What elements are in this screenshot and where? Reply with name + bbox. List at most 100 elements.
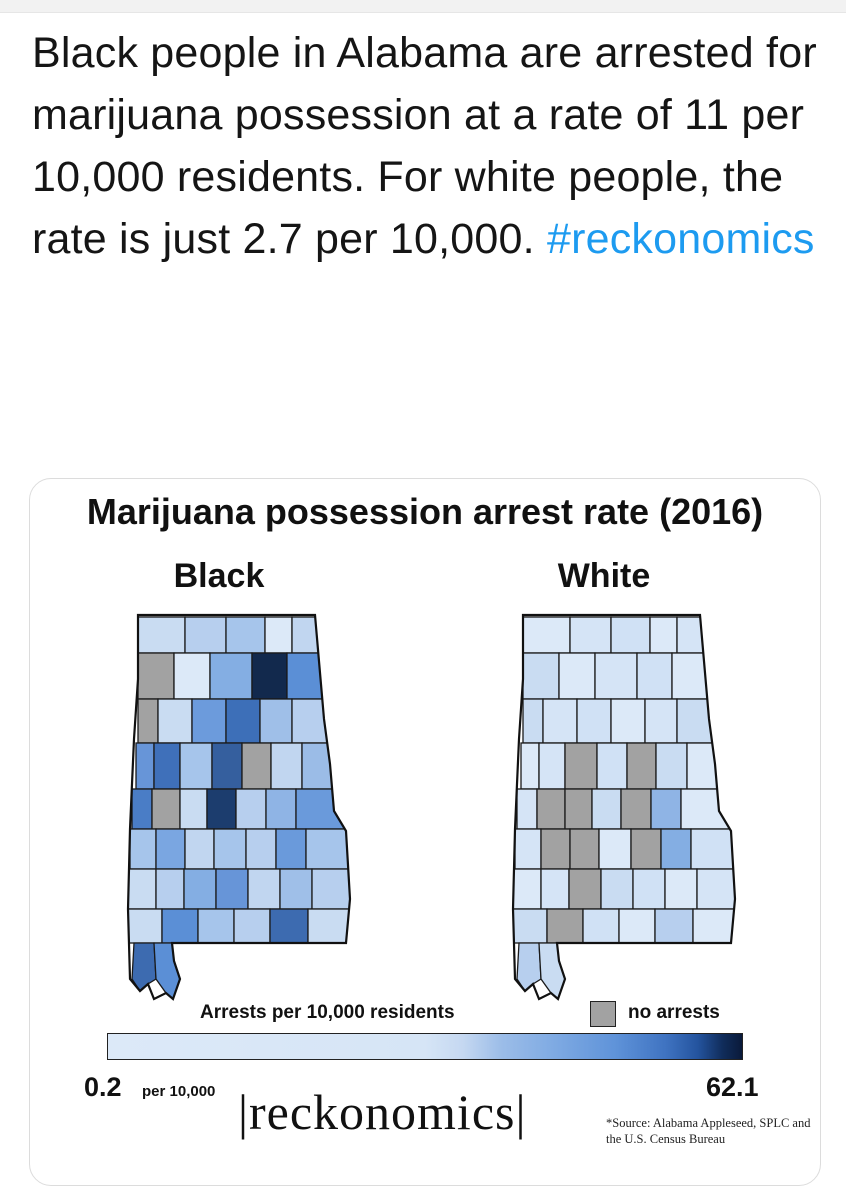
black-county	[179, 788, 208, 830]
black-counties	[128, 616, 350, 999]
white-county	[568, 868, 602, 910]
black-county	[211, 742, 243, 790]
white-county	[649, 616, 678, 654]
black-county	[247, 868, 281, 910]
white-county	[542, 698, 578, 744]
black-county	[213, 828, 247, 870]
black-county	[269, 908, 309, 944]
black-county	[179, 742, 213, 790]
black-county	[264, 616, 293, 654]
white-county	[513, 868, 542, 910]
no-arrests-swatch	[590, 1001, 616, 1027]
black-county	[183, 868, 217, 910]
white-county	[692, 908, 735, 944]
white-county	[591, 788, 622, 830]
white-county	[626, 742, 657, 790]
black-county	[184, 616, 227, 654]
scale-min-unit: per 10,000	[142, 1083, 216, 1100]
legend-title: Arrests per 10,000 residents	[200, 1002, 455, 1023]
black-county	[311, 868, 350, 910]
white-county	[522, 616, 571, 654]
black-county	[245, 828, 277, 870]
black-county	[279, 868, 313, 910]
white-county	[522, 652, 560, 700]
white-county	[644, 698, 678, 744]
white-county	[636, 652, 673, 700]
black-county	[135, 742, 155, 790]
black-county	[128, 908, 163, 944]
white-county	[569, 828, 600, 870]
black-county	[137, 698, 159, 744]
black-county	[184, 828, 215, 870]
black-county	[155, 868, 185, 910]
source-note: *Source: Alabama Appleseed, SPLC and the…	[606, 1116, 811, 1146]
hashtag-link[interactable]: #reckonomics	[546, 215, 815, 263]
white-county	[558, 652, 596, 700]
choropleth-maps	[126, 613, 737, 1001]
white-county	[630, 828, 662, 870]
white-county	[576, 698, 612, 744]
white-county	[516, 788, 538, 830]
black-county	[197, 908, 235, 944]
black-county	[131, 788, 153, 830]
tweet-body: Black people in Alabama are arrested for…	[32, 29, 817, 263]
white-county-mobile	[516, 942, 542, 992]
white-county	[569, 616, 612, 654]
white-county	[676, 616, 735, 654]
white-county	[632, 868, 666, 910]
white-county	[514, 828, 542, 870]
white-county	[690, 828, 735, 870]
no-arrests-label: no arrests	[628, 1002, 720, 1023]
white-county	[564, 788, 593, 830]
white-county	[654, 908, 694, 944]
color-scale-bar	[107, 1033, 743, 1060]
black-county	[241, 742, 272, 790]
alabama-map-white	[511, 613, 737, 1001]
black-state-outline	[126, 613, 352, 1001]
white-county	[598, 828, 632, 870]
white-county	[538, 742, 566, 790]
white-county	[660, 828, 692, 870]
black-county	[151, 788, 181, 830]
status-bar	[0, 0, 846, 13]
black-county	[155, 828, 186, 870]
white-county	[546, 908, 584, 944]
white-county	[540, 868, 570, 910]
black-county	[225, 616, 266, 654]
white-county	[696, 868, 735, 910]
left-map-label: Black	[173, 557, 265, 595]
black-county	[265, 788, 297, 830]
white-county	[671, 652, 735, 700]
black-county	[129, 828, 157, 870]
white-state-outline	[511, 613, 737, 1001]
white-county	[680, 788, 735, 830]
black-county	[225, 698, 261, 744]
black-county	[251, 652, 288, 700]
media-card[interactable]: Marijuana possession arrest rate (2016) …	[29, 478, 821, 1186]
white-county	[540, 828, 571, 870]
black-county	[137, 616, 186, 654]
black-county	[270, 742, 303, 790]
white-county	[610, 616, 651, 654]
card-title: Marijuana possession arrest rate (2016)	[86, 491, 764, 532]
white-county	[536, 788, 566, 830]
black-county	[286, 652, 350, 700]
white-county	[513, 908, 548, 944]
black-county	[235, 788, 267, 830]
black-county	[291, 616, 350, 654]
white-county	[655, 742, 688, 790]
black-county-mobile	[131, 942, 157, 992]
black-county	[157, 698, 193, 744]
scale-min-value: 0.2	[84, 1072, 122, 1102]
white-county	[582, 908, 620, 944]
white-county	[610, 698, 646, 744]
white-county	[596, 742, 628, 790]
tweet-text: Black people in Alabama are arrested for…	[32, 22, 822, 270]
white-county	[650, 788, 682, 830]
white-county	[520, 742, 540, 790]
black-county	[275, 828, 307, 870]
black-county	[173, 652, 211, 700]
white-counties	[513, 616, 735, 999]
white-county	[664, 868, 698, 910]
white-county	[620, 788, 652, 830]
